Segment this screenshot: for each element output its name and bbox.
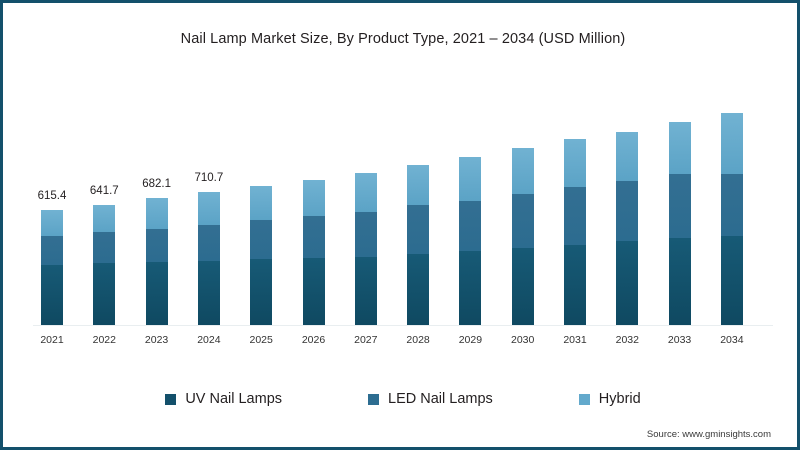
x-axis-label-2022: 2022: [92, 334, 116, 346]
bar-segment-2029-hybrid: [459, 156, 482, 201]
bar-segment-2024-uv-nail-lamps: [197, 260, 220, 325]
source-attribution: Source: www.gminsights.com: [646, 429, 771, 440]
x-axis-baseline: [33, 325, 773, 326]
bar-segment-2025-uv-nail-lamps: [250, 259, 273, 325]
bar-segment-2033-uv-nail-lamps: [668, 238, 691, 325]
bar-segment-2023-uv-nail-lamps: [145, 262, 168, 325]
bar-2028[interactable]: [407, 165, 430, 325]
bar-segment-2026-uv-nail-lamps: [302, 257, 325, 325]
bar-segment-2034-uv-nail-lamps: [720, 236, 743, 325]
bar-segment-2031-uv-nail-lamps: [564, 245, 586, 325]
x-axis-label-2021: 2021: [40, 334, 64, 346]
data-label-2023: 682.1: [142, 177, 171, 190]
legend-label-hybrid: Hybrid: [598, 391, 641, 407]
bar-segment-2022-hybrid: [93, 205, 116, 233]
bar-segment-2021-led-nail-lamps: [41, 236, 63, 266]
bar-segment-2022-led-nail-lamps: [93, 232, 116, 264]
bar-segment-2023-hybrid: [145, 197, 168, 229]
x-axis-label-2028: 2028: [406, 334, 430, 346]
bar-segment-2028-uv-nail-lamps: [407, 254, 430, 325]
x-axis-label-2032: 2032: [615, 334, 639, 346]
bar-segment-2028-led-nail-lamps: [407, 205, 430, 254]
x-axis-label-2033: 2033: [667, 334, 692, 346]
bar-2026[interactable]: [302, 179, 325, 325]
legend-item-led[interactable]: LED Nail Lamps: [368, 391, 493, 407]
legend-item-uv[interactable]: UV Nail Lamps: [165, 391, 282, 407]
bar-segment-2025-hybrid: [250, 186, 273, 220]
bar-2025[interactable]: [250, 186, 273, 325]
bar-segment-2025-led-nail-lamps: [250, 220, 273, 260]
bar-segment-2021-uv-nail-lamps: [41, 265, 63, 325]
bar-segment-2021-hybrid: [41, 210, 63, 237]
bar-segment-2032-hybrid: [616, 132, 639, 182]
bar-segment-2024-led-nail-lamps: [197, 224, 220, 261]
bar-segment-2028-hybrid: [407, 165, 430, 206]
data-label-2021: 615.4: [37, 190, 67, 202]
bar-segment-2029-led-nail-lamps: [459, 200, 482, 251]
bar-segment-2027-hybrid: [354, 172, 377, 212]
plot-area: 615.4 641.7 682.1 710.7 2021 2022 2023 2024 202…: [3, 3, 797, 447]
legend: UV Nail Lamps LED Nail Lamps Hybrid: [3, 391, 797, 407]
bar-segment-2023-led-nail-lamps: [145, 228, 168, 263]
bar-2024[interactable]: [197, 192, 220, 325]
bar-segment-2033-led-nail-lamps: [668, 174, 691, 239]
bar-2023[interactable]: [145, 197, 168, 325]
x-axis-label-2030: 2030: [511, 334, 535, 346]
legend-swatch-uv: [165, 393, 177, 405]
bar-segment-2027-uv-nail-lamps: [354, 256, 377, 325]
bar-segment-2034-led-nail-lamps: [720, 174, 743, 237]
x-axis-label-2034: 2034: [720, 334, 744, 346]
bar-segment-2033-hybrid: [668, 122, 691, 175]
data-label-2024: 710.7: [194, 172, 224, 185]
x-axis-label-2027: 2027: [354, 334, 378, 346]
bar-segment-2034-hybrid: [720, 113, 743, 175]
bar-segment-2032-led-nail-lamps: [616, 181, 639, 242]
legend-swatch-hybrid: [578, 393, 590, 405]
bar-segment-2024-hybrid: [197, 192, 220, 225]
bar-2029[interactable]: [459, 156, 482, 325]
bar-segment-2031-hybrid: [564, 139, 586, 188]
bar-2033[interactable]: [668, 122, 691, 325]
bar-segment-2030-hybrid: [511, 148, 534, 195]
bar-segment-2029-uv-nail-lamps: [459, 251, 482, 325]
bar-segment-2030-uv-nail-lamps: [511, 248, 534, 325]
bar-2030[interactable]: [511, 148, 534, 325]
x-axis-label-2031: 2031: [563, 334, 587, 346]
legend-item-hybrid[interactable]: Hybrid: [578, 391, 641, 407]
bar-segment-2026-led-nail-lamps: [302, 215, 325, 258]
x-axis-label-2026: 2026: [301, 334, 326, 346]
x-axis-label-2024: 2024: [197, 334, 221, 346]
x-axis-label-2025: 2025: [249, 334, 273, 346]
bar-2021[interactable]: [41, 210, 63, 325]
bar-segment-2022-uv-nail-lamps: [93, 263, 116, 325]
legend-label-uv: UV Nail Lamps: [185, 391, 283, 407]
bar-segment-2027-led-nail-lamps: [354, 211, 377, 257]
x-axis-label-2023: 2023: [144, 334, 169, 346]
x-axis-label-2029: 2029: [458, 334, 483, 346]
page-title: Nail Lamp Market Size, By Product Type, …: [180, 31, 626, 47]
bar-segment-2031-led-nail-lamps: [564, 187, 586, 246]
bar-segment-2026-hybrid: [302, 179, 325, 216]
bar-segment-2030-led-nail-lamps: [511, 194, 534, 249]
legend-swatch-led: [368, 393, 380, 405]
bar-2034[interactable]: [720, 113, 743, 325]
bar-segment-2032-uv-nail-lamps: [616, 241, 639, 325]
bar-2032[interactable]: [616, 132, 639, 325]
data-label-2022: 641.7: [89, 185, 119, 198]
bar-2022[interactable]: [93, 205, 116, 325]
bar-2031[interactable]: [564, 139, 586, 325]
legend-label-led: LED Nail Lamps: [388, 391, 493, 407]
bar-2027[interactable]: [354, 172, 377, 325]
